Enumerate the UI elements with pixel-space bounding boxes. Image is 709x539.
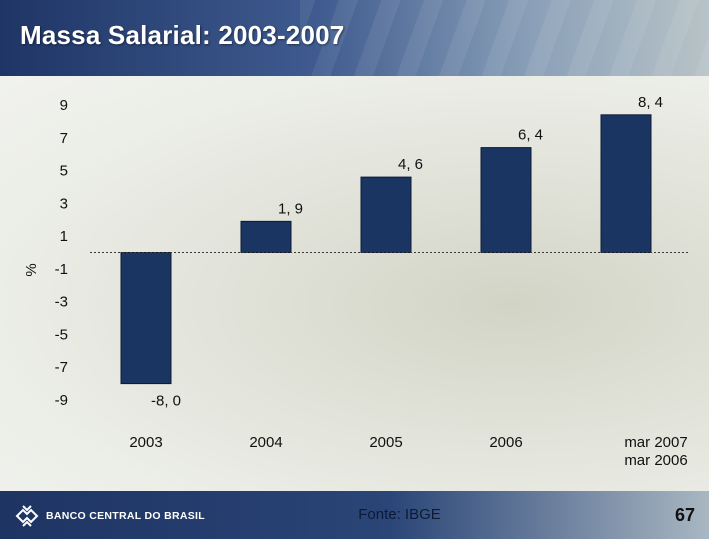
bar-0 xyxy=(120,252,172,385)
data-label: 4, 6 xyxy=(398,156,423,173)
bar-1 xyxy=(240,220,292,254)
category-label-line: 2005 xyxy=(369,434,402,451)
category-label-line: 2006 xyxy=(489,434,522,451)
category-label: 2006 xyxy=(489,434,522,451)
y-tick-label: -5 xyxy=(55,326,68,343)
data-label: 6, 4 xyxy=(518,127,543,144)
bank-logo-icon xyxy=(15,505,39,527)
y-tick-label: -9 xyxy=(55,392,68,409)
category-label: mar 2007 mar 2006 xyxy=(624,434,687,469)
y-axis-label: % xyxy=(23,263,40,276)
data-label: -8, 0 xyxy=(151,393,181,410)
y-tick-label: -3 xyxy=(55,294,68,311)
y-tick-label: -7 xyxy=(55,359,68,376)
source-note: Fonte: IBGE xyxy=(358,506,441,523)
category-label-line: mar 2006 xyxy=(624,452,687,469)
category-label: 2003 xyxy=(129,434,162,451)
data-label: 1, 9 xyxy=(278,200,303,217)
category-label: 2005 xyxy=(369,434,402,451)
bar-3 xyxy=(480,147,532,253)
header-banner: Massa Salarial: 2003-2007 xyxy=(0,0,709,76)
bar-2 xyxy=(360,176,412,253)
y-tick-label: 1 xyxy=(60,228,68,245)
page-title: Massa Salarial: 2003-2007 xyxy=(20,20,345,50)
banknote-decoration xyxy=(300,0,709,76)
y-tick-label: 5 xyxy=(60,163,68,180)
category-label: 2004 xyxy=(249,434,282,451)
category-label-line: mar 2007 xyxy=(624,434,687,451)
bar-4 xyxy=(600,114,652,254)
data-label: 8, 4 xyxy=(638,94,663,111)
category-label-line: 2003 xyxy=(129,434,162,451)
footer-bar xyxy=(0,491,709,539)
content-background xyxy=(0,76,709,491)
y-tick-label: -1 xyxy=(55,261,68,278)
bank-logo: BANCO CENTRAL DO BRASIL xyxy=(14,503,205,529)
y-tick-label: 7 xyxy=(60,130,68,147)
y-tick-label: 3 xyxy=(60,195,68,212)
page-number: 67 xyxy=(674,505,695,525)
category-label-line: 2004 xyxy=(249,434,282,451)
bank-name: BANCO CENTRAL DO BRASIL xyxy=(46,510,205,522)
y-tick-label: 9 xyxy=(60,97,68,114)
